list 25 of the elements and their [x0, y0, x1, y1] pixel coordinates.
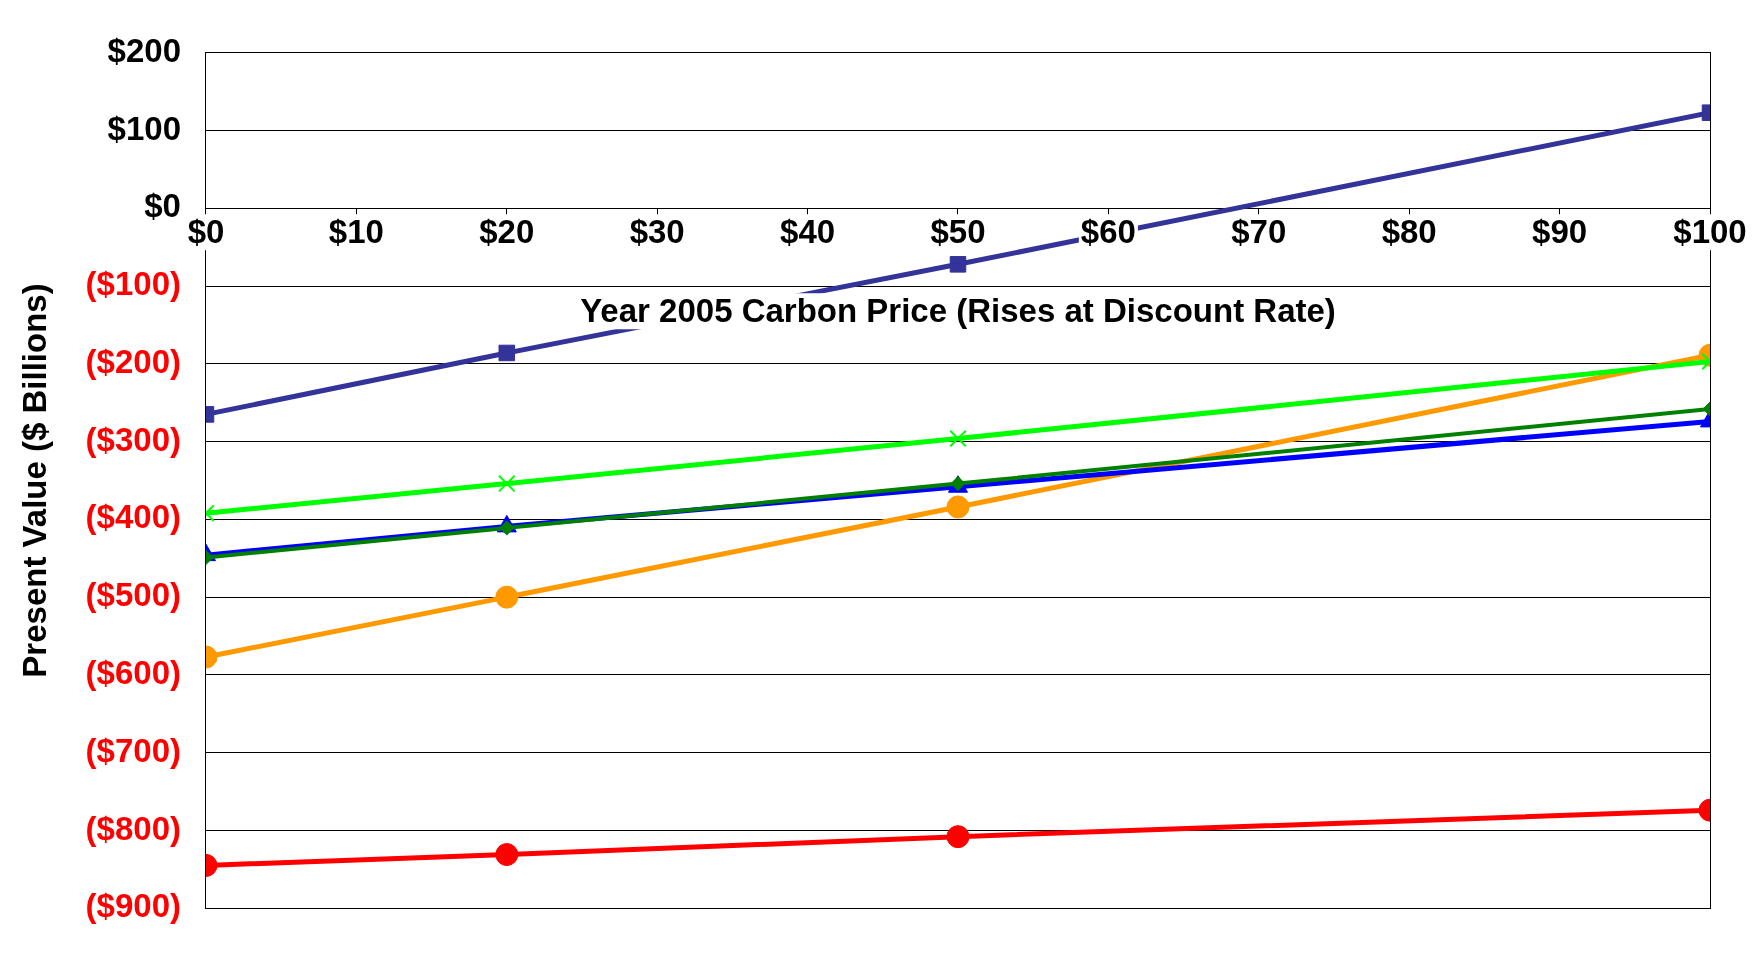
y-tick-label: ($800): [85, 809, 181, 847]
y-tick-label: $200: [107, 31, 181, 69]
y-tick-label: ($900): [85, 887, 181, 925]
y-tick-label: $0: [144, 187, 181, 225]
y-tick-label: ($400): [85, 498, 181, 536]
x-tick-label: $60: [1080, 212, 1136, 250]
x-tick-label: $30: [629, 212, 685, 250]
x-tick-label: $20: [479, 212, 535, 250]
y-tick-label: $100: [107, 109, 181, 147]
x-tick-label: $100: [1673, 212, 1747, 250]
y-tick-label: ($500): [85, 576, 181, 614]
y-axis-title: Present Value ($ Billions): [15, 283, 53, 678]
y-tick-label: ($300): [85, 420, 181, 458]
x-tick-label: $10: [328, 212, 384, 250]
y-tick-label: ($600): [85, 654, 181, 691]
x-tick-label: $40: [780, 212, 836, 250]
y-tick-label: ($200): [85, 342, 181, 380]
x-tick-label: $90: [1532, 212, 1588, 250]
x-axis-title: Year 2005 Carbon Price (Rises at Discount Rate): [580, 291, 1336, 329]
x-tick-label: $70: [1231, 212, 1287, 250]
y-tick-label: ($100): [85, 265, 181, 303]
x-tick-label: $0: [187, 212, 225, 250]
x-tick-label: $80: [1381, 212, 1437, 250]
y-tick-label: ($700): [85, 731, 181, 769]
x-tick-label: $50: [930, 212, 986, 250]
